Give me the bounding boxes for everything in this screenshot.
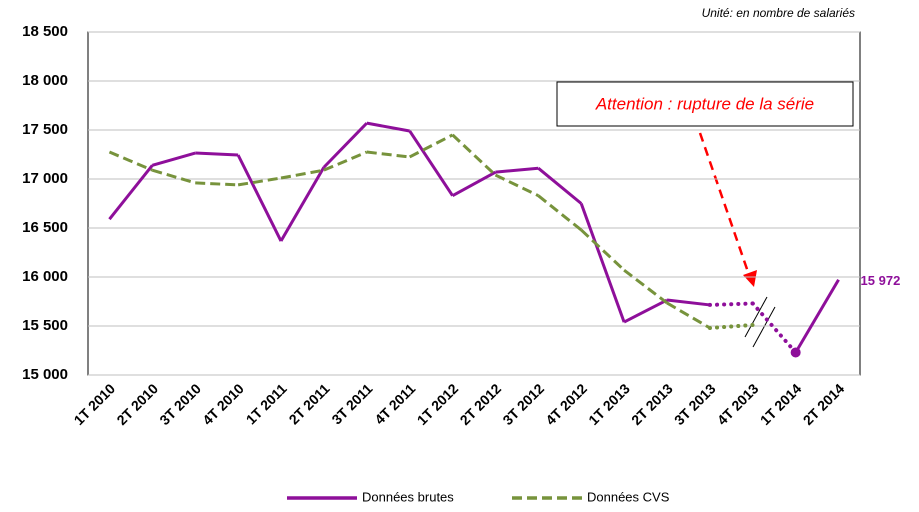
line-segment [537,194,583,232]
y-tick-label: 15 500 [22,317,68,334]
line-segment [366,121,410,133]
y-tick-label: 18 000 [22,72,68,89]
x-tick-label: 3T 2013 [671,380,719,428]
line-segment [537,167,583,205]
x-tick-label: 3T 2010 [156,380,204,428]
line-segment [794,278,840,354]
x-tick-label: 1T 2011 [243,380,290,427]
x-tick-label: 1T 2014 [757,380,805,428]
line-segment [151,168,196,185]
line-segment [707,301,755,307]
y-tick-label: 17 000 [22,170,68,187]
line-segment [237,176,282,187]
line-segment [495,166,539,174]
x-tick-label: 2T 2013 [628,380,676,428]
x-tick-label: 4T 2010 [199,380,247,428]
x-tick-label: 2T 2012 [457,380,505,428]
y-tick-label: 15 000 [22,366,68,383]
x-tick-label: 2T 2014 [800,380,848,428]
y-tick-label: 18 500 [22,23,68,40]
unit-note: Unité: en nombre de salariés [702,6,855,20]
line-segment [494,173,539,198]
line-segment [666,298,711,307]
line-segment [623,268,668,305]
line-segment [195,181,239,187]
break-mark [752,306,776,348]
y-tick-label: 17 500 [22,121,68,138]
x-tick-label: 1T 2013 [585,380,633,428]
line-segment [579,202,626,323]
x-tick-label: 4T 2011 [371,380,418,427]
legend-label: Données brutes [362,489,454,504]
x-tick-label: 4T 2013 [714,380,762,428]
line-segment [451,170,497,197]
x-tick-label: 2T 2010 [113,380,161,428]
line-segment [707,323,755,330]
line-segment [322,122,368,169]
annotation-arrow [698,132,750,273]
line-segment [280,168,325,180]
line-segment [366,150,410,159]
line-segment [108,164,154,221]
line-segment [580,228,626,272]
arrow-head [743,270,757,287]
line-segment [279,166,326,242]
line-segment [623,298,668,324]
line-segment [108,150,153,172]
line-segment [666,301,711,330]
value-label: 15 972 [861,273,901,288]
point-marker [790,347,801,358]
line-segment [236,154,283,242]
annotation: Attention : rupture de la série [595,94,814,113]
legend-label: Données CVS [587,489,670,504]
line-segment [195,151,239,157]
line-segment [408,133,454,159]
line-segment [151,151,196,167]
x-tick-label: 4T 2012 [542,380,590,428]
annotation-box [556,81,854,127]
break-mark [744,296,768,338]
line-segment [408,130,454,197]
x-tick-label: 1T 2010 [71,380,119,428]
y-tick-label: 16 500 [22,219,68,236]
line-segment [451,133,497,177]
x-tick-label: 3T 2011 [328,380,375,427]
x-tick-label: 2T 2011 [286,380,333,427]
y-tick-label: 16 000 [22,268,68,285]
x-tick-label: 3T 2012 [499,380,547,428]
x-tick-label: 1T 2012 [414,380,462,428]
line-segment [323,150,368,172]
